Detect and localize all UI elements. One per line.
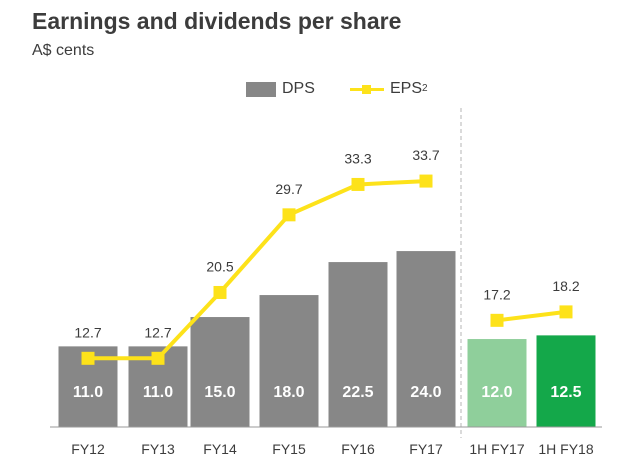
eps-value-label-0: 12.7 [74, 324, 101, 340]
eps-marker-0 [81, 351, 95, 365]
eps-marker-3 [282, 208, 296, 222]
x-tick-label-3: FY15 [272, 441, 306, 457]
bar-value-label-7: 12.5 [550, 384, 581, 401]
eps-marker-1 [151, 351, 165, 365]
eps-value-label-6: 17.2 [483, 286, 510, 302]
eps-marker-6 [490, 313, 504, 327]
x-tick-label-7: 1H FY18 [538, 441, 593, 457]
bar-dps-5 [396, 251, 456, 427]
bar-dps-7 [536, 335, 596, 427]
eps-marker-7 [559, 305, 573, 319]
eps-marker-4 [351, 177, 365, 191]
eps-value-label-2: 20.5 [206, 258, 233, 274]
bar-value-label-5: 24.0 [410, 384, 441, 401]
eps-value-label-1: 12.7 [144, 324, 171, 340]
legend-label-dps: DPS [282, 80, 315, 97]
bar-dps-6 [467, 339, 527, 427]
legend-swatch-eps [350, 82, 384, 97]
x-tick-label-0: FY12 [71, 441, 105, 457]
chart-subtitle: A$ cents [32, 42, 95, 59]
legend: DPS EPS 2 [0, 78, 635, 102]
bar-value-label-0: 11.0 [73, 384, 103, 401]
legend-item-dps: DPS [246, 80, 315, 98]
eps-value-label-7: 18.2 [552, 278, 579, 294]
bar-value-label-3: 18.0 [273, 384, 304, 401]
bar-value-label-1: 11.0 [143, 384, 173, 401]
x-tick-label-4: FY16 [341, 441, 375, 457]
legend-label-eps: EPS [390, 80, 423, 97]
legend-item-eps: EPS 2 [350, 80, 428, 98]
bar-value-label-4: 22.5 [342, 384, 373, 401]
eps-marker-2 [213, 285, 227, 299]
eps-value-label-3: 29.7 [275, 181, 302, 197]
eps-value-label-5: 33.7 [412, 147, 439, 163]
chart-title: Earnings and dividends per share [32, 8, 402, 34]
x-tick-label-6: 1H FY17 [469, 441, 524, 457]
eps-line-group-0 [88, 179, 427, 361]
eps-line-group-1 [496, 309, 567, 323]
legend-swatch-dps [246, 81, 276, 97]
eps-marker-5 [419, 174, 433, 188]
eps-value-label-4: 33.3 [344, 150, 371, 166]
x-tick-label-1: FY13 [141, 441, 175, 457]
bar-dps-4 [328, 262, 388, 427]
bar-value-label-2: 15.0 [204, 384, 235, 401]
x-tick-label-5: FY17 [409, 441, 443, 457]
bar-value-label-6: 12.0 [481, 384, 512, 401]
bar-dps-3 [259, 295, 319, 427]
bar-dps-2 [190, 317, 250, 427]
x-tick-label-2: FY14 [203, 441, 237, 457]
